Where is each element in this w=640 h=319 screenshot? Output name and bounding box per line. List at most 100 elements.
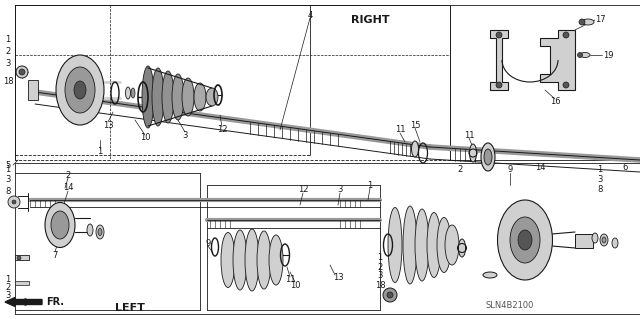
Ellipse shape <box>152 68 164 126</box>
Circle shape <box>563 82 569 88</box>
Text: 1: 1 <box>378 254 383 263</box>
Circle shape <box>383 288 397 302</box>
Bar <box>15 255 29 260</box>
FancyArrow shape <box>5 298 42 307</box>
Circle shape <box>579 19 585 25</box>
Text: LEFT: LEFT <box>115 303 145 313</box>
Ellipse shape <box>233 230 247 290</box>
Circle shape <box>8 196 20 208</box>
Ellipse shape <box>162 71 174 123</box>
Text: 10: 10 <box>140 133 150 143</box>
Text: 1: 1 <box>367 181 372 189</box>
Ellipse shape <box>415 209 429 281</box>
Text: 7: 7 <box>52 250 58 259</box>
Text: 3: 3 <box>5 292 11 300</box>
Circle shape <box>19 69 25 75</box>
Text: 2: 2 <box>5 284 11 293</box>
Ellipse shape <box>403 206 417 284</box>
Text: 3: 3 <box>597 175 603 184</box>
Ellipse shape <box>65 67 95 113</box>
Text: 9: 9 <box>205 239 211 248</box>
Ellipse shape <box>518 230 532 250</box>
Text: 13: 13 <box>102 121 113 130</box>
Text: 4: 4 <box>307 11 312 19</box>
Text: 6: 6 <box>622 164 628 173</box>
Text: 1: 1 <box>97 147 102 157</box>
Text: 3: 3 <box>5 175 11 184</box>
Ellipse shape <box>580 53 590 57</box>
Ellipse shape <box>602 237 606 243</box>
Ellipse shape <box>56 55 104 125</box>
Bar <box>15 281 29 285</box>
Ellipse shape <box>445 225 459 265</box>
Text: 11: 11 <box>285 276 295 285</box>
Ellipse shape <box>87 224 93 236</box>
Ellipse shape <box>194 83 206 111</box>
Ellipse shape <box>221 233 235 287</box>
Circle shape <box>387 292 393 298</box>
Text: 17: 17 <box>595 16 605 25</box>
Ellipse shape <box>582 19 594 25</box>
Ellipse shape <box>74 81 86 99</box>
Ellipse shape <box>96 225 104 239</box>
Ellipse shape <box>131 88 135 98</box>
Text: 3: 3 <box>337 186 342 195</box>
Polygon shape <box>490 30 508 90</box>
Circle shape <box>577 53 582 57</box>
Text: 8: 8 <box>597 184 603 194</box>
Ellipse shape <box>51 211 69 239</box>
Text: SLN4B2100: SLN4B2100 <box>486 301 534 310</box>
Text: 11: 11 <box>395 125 405 135</box>
Text: 12: 12 <box>298 186 308 195</box>
Bar <box>575 234 593 248</box>
Text: 13: 13 <box>333 273 343 283</box>
Ellipse shape <box>612 238 618 248</box>
Text: 1: 1 <box>5 166 11 174</box>
Ellipse shape <box>269 235 283 285</box>
Text: 5: 5 <box>5 160 11 169</box>
Ellipse shape <box>483 272 497 278</box>
Text: 3: 3 <box>5 58 11 68</box>
Text: 2: 2 <box>458 166 463 174</box>
Circle shape <box>563 32 569 38</box>
Text: 1: 1 <box>5 276 11 285</box>
Text: 2: 2 <box>5 48 11 56</box>
Circle shape <box>16 66 28 78</box>
Text: 1: 1 <box>597 166 603 174</box>
Ellipse shape <box>510 217 540 263</box>
Text: 18: 18 <box>3 78 13 86</box>
Text: 8: 8 <box>5 187 11 196</box>
Ellipse shape <box>470 144 477 162</box>
Text: 12: 12 <box>217 125 227 135</box>
Ellipse shape <box>484 149 492 165</box>
Ellipse shape <box>125 87 131 99</box>
Ellipse shape <box>412 141 419 157</box>
Ellipse shape <box>206 88 218 106</box>
Ellipse shape <box>172 74 184 120</box>
Text: 3: 3 <box>378 271 383 279</box>
Circle shape <box>17 256 21 260</box>
Polygon shape <box>540 30 575 90</box>
Circle shape <box>12 200 16 204</box>
Text: 9: 9 <box>508 166 513 174</box>
Text: 14: 14 <box>63 183 73 192</box>
Ellipse shape <box>182 78 194 116</box>
Circle shape <box>496 82 502 88</box>
Text: FR.: FR. <box>46 297 64 307</box>
Text: 19: 19 <box>603 50 613 60</box>
Text: 18: 18 <box>374 280 385 290</box>
Text: 1: 1 <box>5 35 11 44</box>
Ellipse shape <box>98 228 102 235</box>
Text: 10: 10 <box>290 280 300 290</box>
Circle shape <box>496 32 502 38</box>
Text: 15: 15 <box>410 121 420 130</box>
Text: 3: 3 <box>182 130 188 139</box>
Ellipse shape <box>142 66 154 128</box>
Ellipse shape <box>497 200 552 280</box>
Text: 14: 14 <box>535 164 545 173</box>
Text: 11: 11 <box>464 130 474 139</box>
Ellipse shape <box>437 218 451 272</box>
Ellipse shape <box>458 239 465 257</box>
Ellipse shape <box>600 234 608 246</box>
Ellipse shape <box>388 207 402 283</box>
